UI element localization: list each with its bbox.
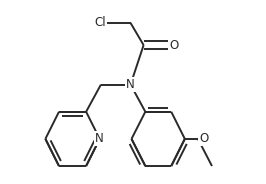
Text: N: N	[95, 132, 104, 145]
Text: Cl: Cl	[94, 16, 106, 29]
Text: O: O	[199, 132, 208, 145]
Text: N: N	[126, 78, 135, 91]
Text: O: O	[169, 39, 179, 52]
